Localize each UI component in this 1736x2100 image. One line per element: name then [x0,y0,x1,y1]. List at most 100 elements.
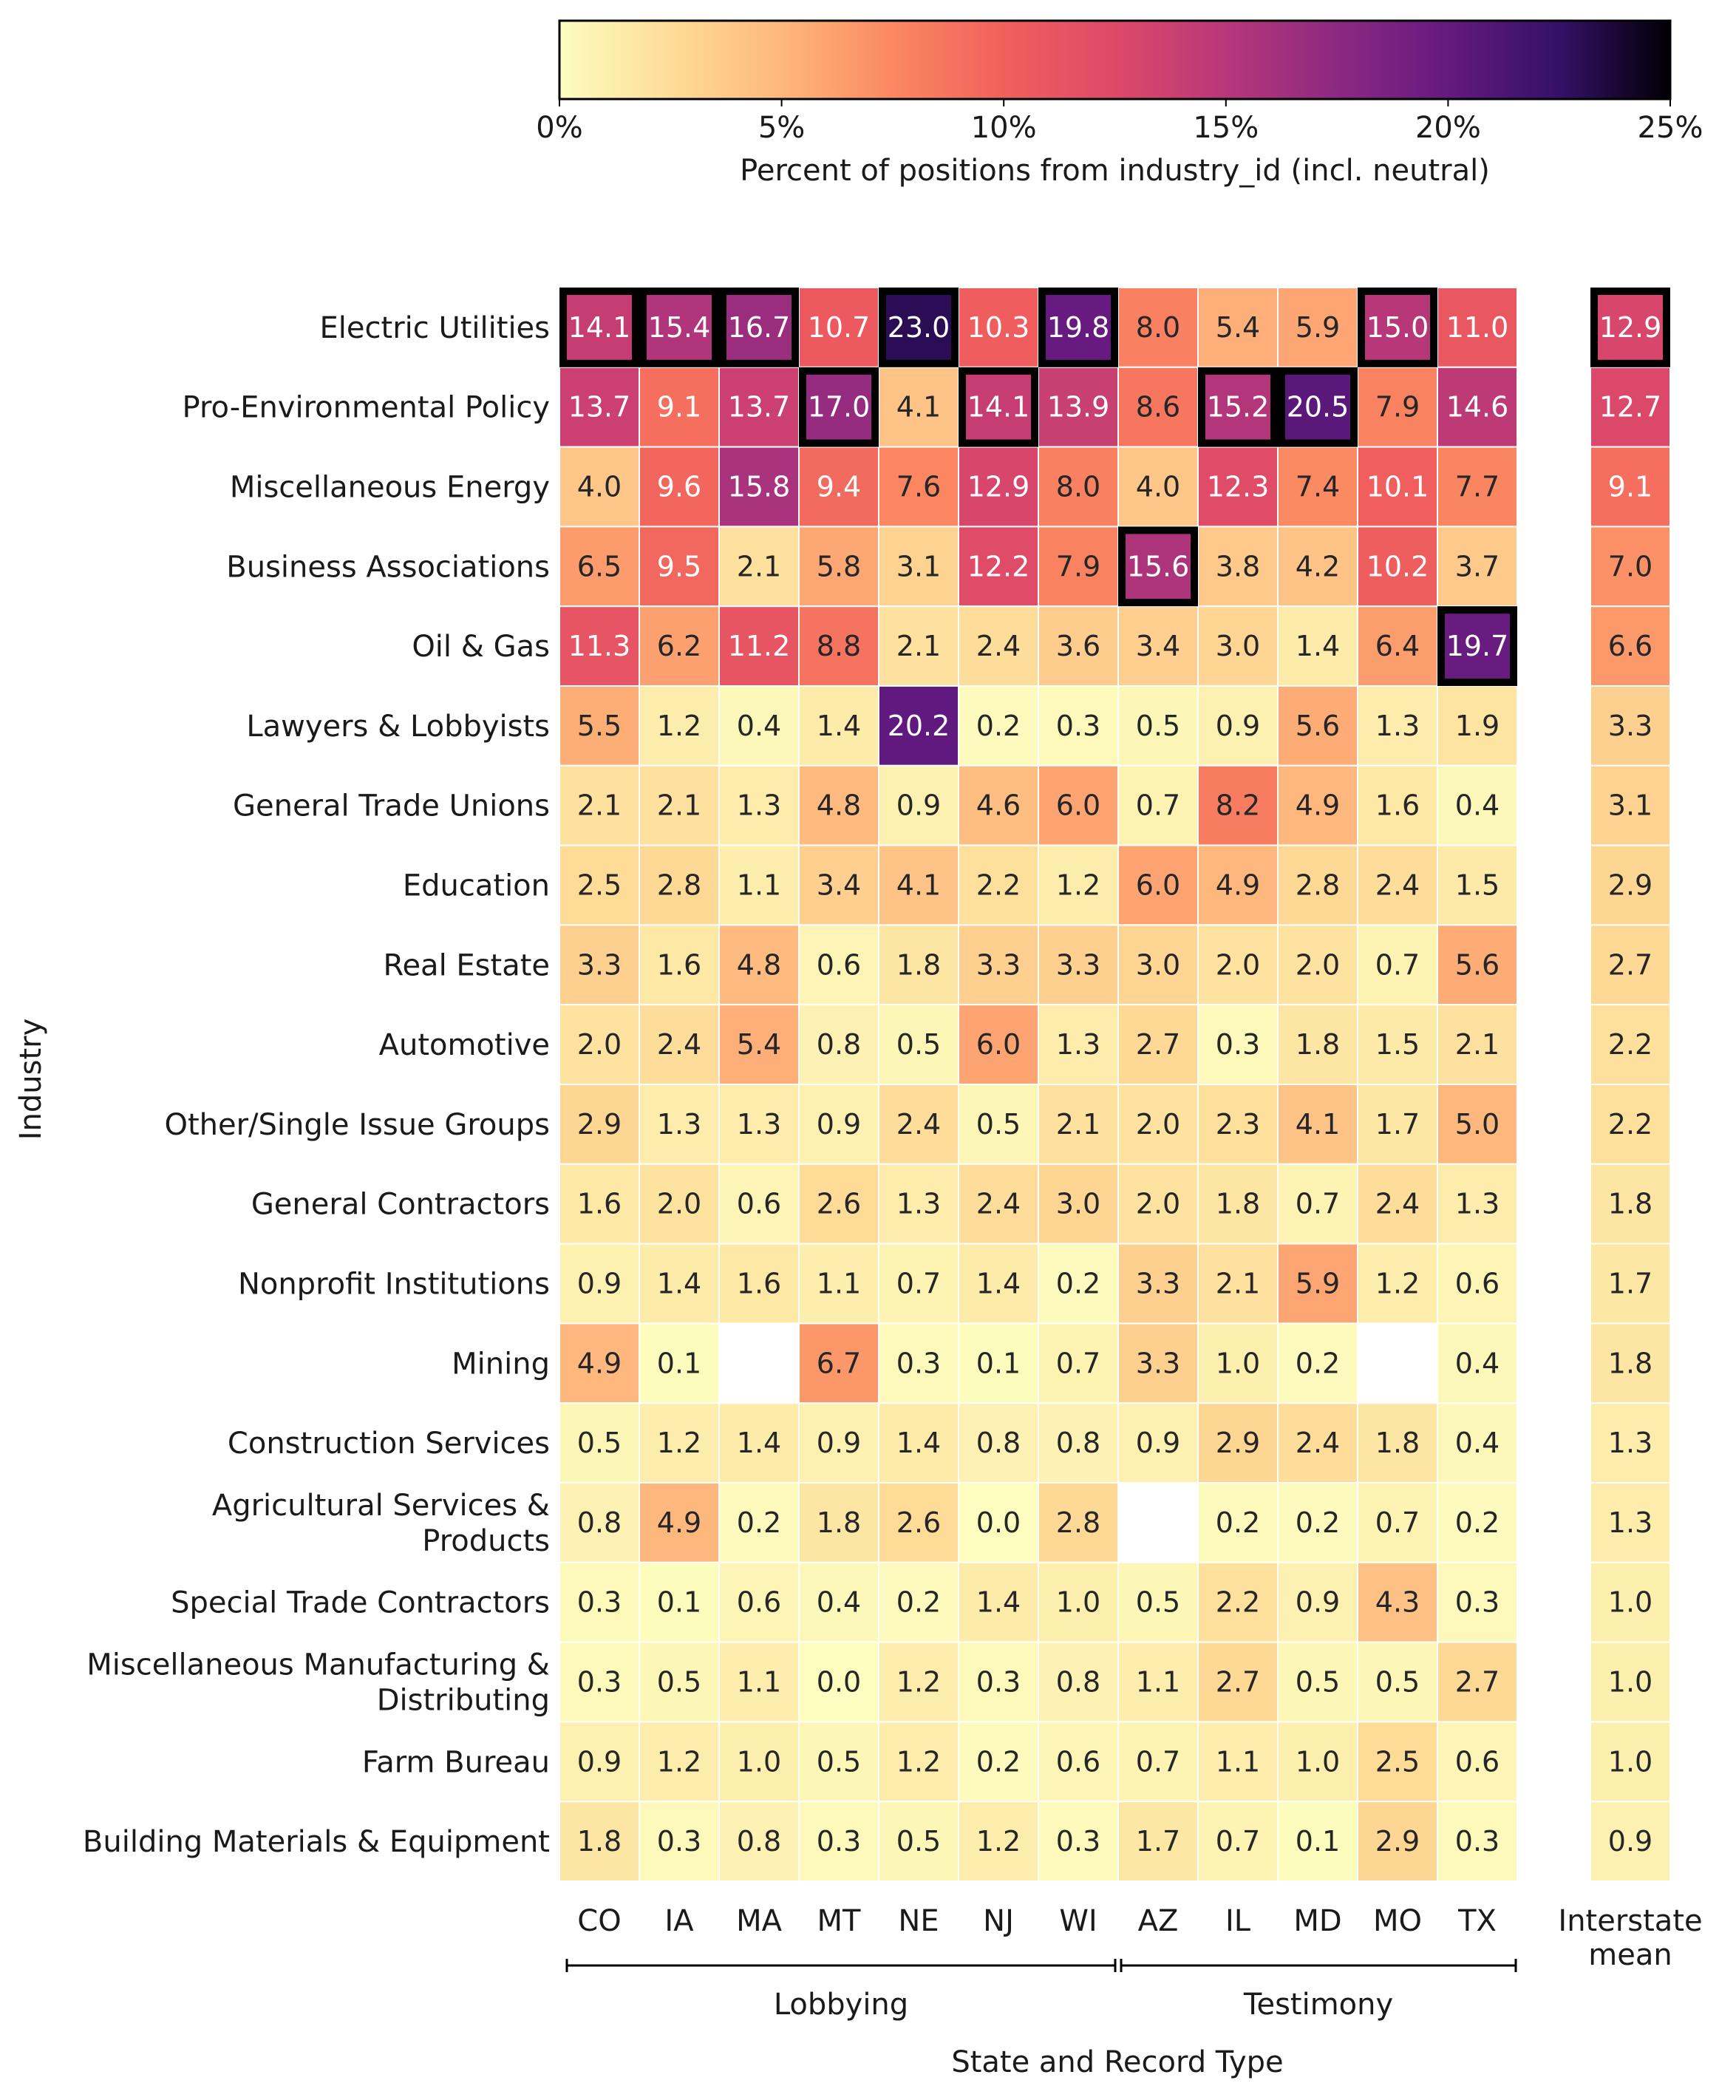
heatmap-cell [878,1641,959,1723]
column-label: IL [1225,1904,1251,1938]
heatmap-cell [1197,605,1279,687]
mean-cell [1590,526,1671,608]
column-label: AZ [1138,1904,1179,1938]
heatmap-cell-label: 1.7 [1136,1825,1180,1858]
heatmap-cell-label: 1.3 [1056,1028,1100,1061]
heatmap-cell-label: 2.8 [1056,1506,1100,1539]
mean-cell [1590,685,1671,767]
column-label: MD [1293,1904,1341,1938]
heatmap-cell-label: 12.3 [1207,471,1270,503]
heatmap-cell-label: 2.4 [1375,869,1420,902]
heatmap-cell-label: 9.5 [657,550,701,582]
heatmap-cell-label: 1.9 [1455,710,1500,742]
heatmap-cell [1117,844,1199,926]
row-label: General Contractors [251,1188,550,1222]
mean-cell [1590,1721,1671,1803]
colorbar-tick-label: 0% [536,111,582,145]
heatmap-cell [1437,605,1518,687]
heatmap-cell-label: 2.5 [1375,1745,1420,1778]
heatmap-cell [1357,844,1438,926]
heatmap-cell-label: 1.4 [976,1586,1021,1619]
heatmap-cell [1277,1721,1358,1803]
heatmap-cell [958,844,1039,926]
heatmap-cell-label: 1.2 [976,1825,1021,1858]
heatmap-cell-label: 3.0 [1136,948,1180,981]
heatmap-cell-label: 1.0 [737,1745,781,1778]
heatmap-cell-label: 0.7 [1375,948,1420,981]
heatmap-cell-label: 11.2 [728,630,791,662]
heatmap-cell [1277,764,1358,846]
heatmap-cell [1038,1561,1119,1643]
heatmap-cell [1437,1561,1518,1643]
heatmap-cell [639,844,720,926]
heatmap-cell-label: 1.5 [1375,1028,1420,1061]
heatmap-cell [1197,1322,1279,1404]
heatmap-cell-label: 2.0 [1136,1188,1180,1220]
heatmap-cell-label: 2.4 [976,630,1021,662]
heatmap-cell [718,605,800,687]
heatmap-cell-label: 6.7 [817,1347,861,1379]
heatmap-cell [718,1084,800,1165]
heatmap-cell [878,1721,959,1803]
heatmap-cell [1197,1721,1279,1803]
heatmap-cell [1357,287,1438,368]
heatmap-cell [559,1641,640,1723]
heatmap-cell-label: 0.8 [817,1028,861,1061]
y-axis-title: Industry [14,1019,48,1141]
heatmap-cell-label: 7.7 [1455,471,1500,503]
heatmap-cell-label: 4.8 [737,948,781,981]
max-highlight-box [639,288,719,367]
heatmap-cell-label: 3.3 [976,948,1021,981]
heatmap-cell-label: 1.1 [1216,1745,1260,1778]
column-label: IA [664,1904,694,1938]
group-brackets: Lobbying Testimony [565,1959,1517,2022]
heatmap-cell-label: 1.0 [1056,1586,1100,1619]
heatmap-cell-label: 0.9 [577,1745,622,1778]
heatmap-cell [1277,287,1358,368]
heatmap-cell-label: 1.6 [577,1188,622,1220]
heatmap-cell [1117,1004,1199,1085]
heatmap-cell-label: 2.9 [1216,1427,1260,1459]
heatmap-cell [958,1163,1039,1245]
heatmap-cell-label: 2.3 [1216,1108,1260,1141]
heatmap-cell-label: 2.7 [1136,1028,1180,1061]
heatmap-cell-label: 0.2 [976,1745,1021,1778]
heatmap-cell-label: 1.3 [737,1108,781,1141]
heatmap-cell [1277,1801,1358,1882]
heatmap-cell-label: 2.1 [657,789,701,822]
heatmap-cell-label: 0.7 [1136,789,1180,822]
mean-cell-label: 12.9 [1599,311,1662,344]
heatmap-cell-label: 1.0 [1296,1745,1340,1778]
mean-cell [1590,924,1671,1006]
heatmap-cell [1437,1322,1518,1404]
heatmap-cell-label: 2.8 [1296,869,1340,902]
heatmap-cell [1437,1163,1518,1245]
heatmap-cell [639,1801,720,1882]
heatmap-cell [639,526,720,608]
heatmap-cell-label: 1.8 [896,948,941,981]
colorbar-tick-label: 25% [1638,111,1703,145]
heatmap-cell-label: 3.0 [1216,630,1260,662]
heatmap-cell-label: 1.3 [737,789,781,822]
heatmap-cell [559,685,640,767]
row-label: Products [422,1524,550,1558]
heatmap-cell-label: 20.2 [888,710,950,742]
heatmap-cell [1038,287,1119,368]
heatmap-cell-label: 0.6 [1455,1745,1500,1778]
heatmap-cell-label: 6.0 [1056,789,1100,822]
heatmap-cell [798,1322,879,1404]
heatmap-cell-label: 1.1 [1136,1666,1180,1699]
heatmap-cell-label: 0.3 [1216,1028,1260,1061]
heatmap-cell-label: 2.4 [1296,1427,1340,1459]
heatmap-cell [1197,1561,1279,1643]
heatmap-cell-label: 2.1 [1216,1268,1260,1300]
colorbar-tick-label: 15% [1193,111,1259,145]
heatmap-cell [1038,1641,1119,1723]
heatmap-cell [798,1163,879,1245]
heatmap-cell [878,1084,959,1165]
heatmap-cell-label: 13.7 [568,391,631,424]
mean-column-label: Interstate [1558,1904,1702,1938]
heatmap-cell-label: 0.5 [1136,710,1180,742]
heatmap-cell-label: 1.8 [817,1506,861,1539]
